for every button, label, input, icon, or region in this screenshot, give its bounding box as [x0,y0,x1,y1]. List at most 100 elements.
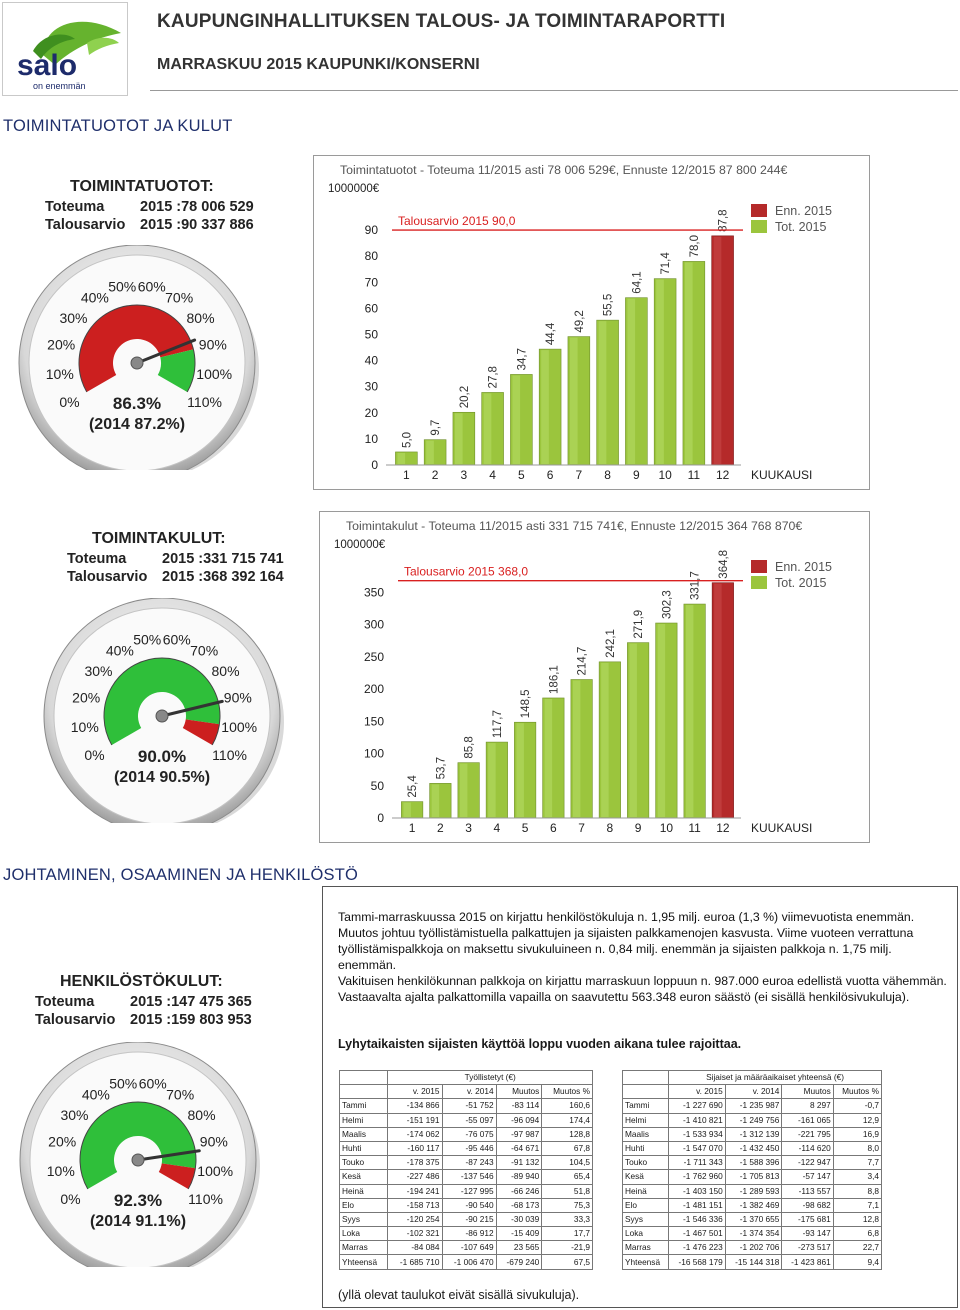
x-axis-label: KUUKAUSI [751,468,812,482]
bar-highlight [572,680,581,817]
bar-highlight [544,698,553,817]
bar-value-label: 55,5 [603,294,615,316]
gauge-tick-label: 30% [60,1107,88,1123]
y-tick-label: 100 [364,747,384,761]
table-cell: -273 517 [781,1240,834,1256]
bar-highlight [714,583,722,817]
gauge-tick-label: 100% [196,366,232,382]
gauge-tick-label: 80% [187,310,215,326]
y-tick-label: 70 [365,275,379,289]
y-tick-label: 60 [365,301,379,315]
chart-title: Toimintatuotot - Toteuma 11/2015 asti 78… [340,163,788,177]
table-row: Elo -158 713 -90 540 -68 173 75,3 [338,1197,593,1213]
table-row: Marras -1 476 223 -1 202 706 -273 517 22,7 [621,1240,883,1256]
gauge-band-high [157,349,195,392]
table-row: Loka -102 321 -86 912 -15 409 17,7 [338,1226,593,1242]
kpi-heading: HENKILÖSTÖKULUT: [60,973,223,990]
y-tick-label: 250 [364,650,384,664]
table-cell: Yhteensä [621,1254,670,1270]
legend-label-forecast: Enn. 2015 [775,204,832,218]
x-tick-label: 7 [578,821,585,835]
bar-value-label: 214,7 [577,647,589,676]
gauge-tick-label: 80% [212,663,240,679]
kpi-actual-label: Toteuma [45,199,105,215]
table-cell: 8 297 [781,1098,834,1114]
gauge-band-outline [79,1101,197,1190]
table-header-row: v. 2015 v. 2014 Muutos Muutos % [338,1084,593,1100]
gauge-tick-label: 40% [82,1086,110,1102]
table-cell: -66 246 [495,1183,543,1199]
table-cell: -96 094 [495,1112,543,1128]
table-cell: -84 084 [387,1240,443,1256]
bar-highlight [431,784,440,817]
table-cell: Huhti [338,1140,389,1157]
table-cell: 17,7 [541,1226,593,1242]
gauge-value: 90.0% [138,747,186,766]
y-tick-label: 30 [365,380,379,394]
table-cell: 174,4 [541,1112,593,1128]
table-cell: -158 713 [387,1197,443,1213]
bar-value-label: 117,7 [492,710,504,738]
table-cell: -86 912 [441,1226,497,1242]
table-cell: Kesä [621,1169,670,1185]
table-cell: 7,7 [832,1155,883,1171]
bar-highlight [713,236,722,464]
table-cell: -1 403 150 [668,1183,726,1199]
table-row: Tammi -1 227 690 -1 235 987 8 297 -0,7 [621,1098,883,1114]
table-cell: 128,8 [541,1126,593,1142]
table-cell: -90 215 [441,1211,497,1228]
x-tick-label: 1 [409,821,416,835]
table-row: Touko -178 375 -87 243 -91 132 104,5 [338,1155,593,1171]
table-cell: 33,3 [541,1211,593,1228]
table-cell: -87 243 [441,1155,497,1171]
personnel-text-frame [322,886,958,1308]
y-tick-label: 350 [364,585,384,599]
table-cell: 23 565 [495,1240,543,1256]
table-cell: 8,0 [832,1140,883,1157]
bar-value-label: 49,2 [574,310,586,332]
table-cell: -151 191 [387,1112,443,1128]
bar-value-label: 71,4 [660,252,672,275]
table-cell: -91 132 [495,1155,543,1171]
logo-wordmark: salo [17,49,78,82]
y-tick-label: 90 [365,223,379,237]
bar-value-label: 53,7 [435,757,447,779]
table-row: Huhti -160 117 -95 446 -64 671 67,8 [338,1140,593,1157]
gauge-tick-label: 90% [199,337,227,353]
gauge-tick-label: 30% [59,310,87,326]
table-cell: -1 588 396 [724,1155,783,1171]
table-cell: -97 987 [495,1126,543,1142]
table-cell: 3,4 [832,1169,883,1185]
table-cell: -51 752 [441,1098,497,1114]
gauge-tick-label: 40% [106,642,134,658]
x-tick-label: 3 [465,821,472,835]
y-tick-label: 0 [377,811,384,825]
bar-highlight [569,337,578,464]
gauge-tick-label: 20% [72,690,100,706]
table-cell: -102 321 [387,1226,443,1242]
table-cell: -1 546 336 [668,1211,726,1228]
gauge-tick-label: 50% [108,278,136,294]
table-cell: -1 227 690 [668,1098,726,1114]
table-header-cell: Muutos [495,1084,543,1100]
bar-highlight [541,350,549,464]
bar-value-label: 242,1 [605,629,617,658]
bar-highlight [454,413,463,464]
table-cell: -161 065 [781,1112,834,1128]
x-tick-label: 11 [688,468,701,482]
report-subtitle: MARRASKUU 2015 KAUPUNKI/KONSERNI [157,56,480,73]
table-footnote: (yllä olevat taulukot eivät sisällä sivu… [338,1288,580,1302]
table-cell: -1 312 139 [724,1126,783,1142]
table-cell: 67,8 [541,1140,593,1157]
x-tick-label: 8 [607,821,614,835]
table-cell: 8,8 [832,1183,883,1199]
gauge-tick-label: 90% [224,690,252,706]
bar-value-label: 20,2 [459,386,471,408]
table-row: Heinä -194 241 -127 995 -66 246 51,8 [338,1183,593,1199]
y-tick-label: 50 [365,328,379,342]
table-cell: -93 147 [781,1226,834,1242]
table-header-cell: Muutos % [832,1084,883,1100]
table-cell: -57 147 [781,1169,834,1185]
kpi-budget-value: 2015 :159 803 953 [130,1012,252,1028]
legend-label-forecast: Enn. 2015 [775,560,832,574]
